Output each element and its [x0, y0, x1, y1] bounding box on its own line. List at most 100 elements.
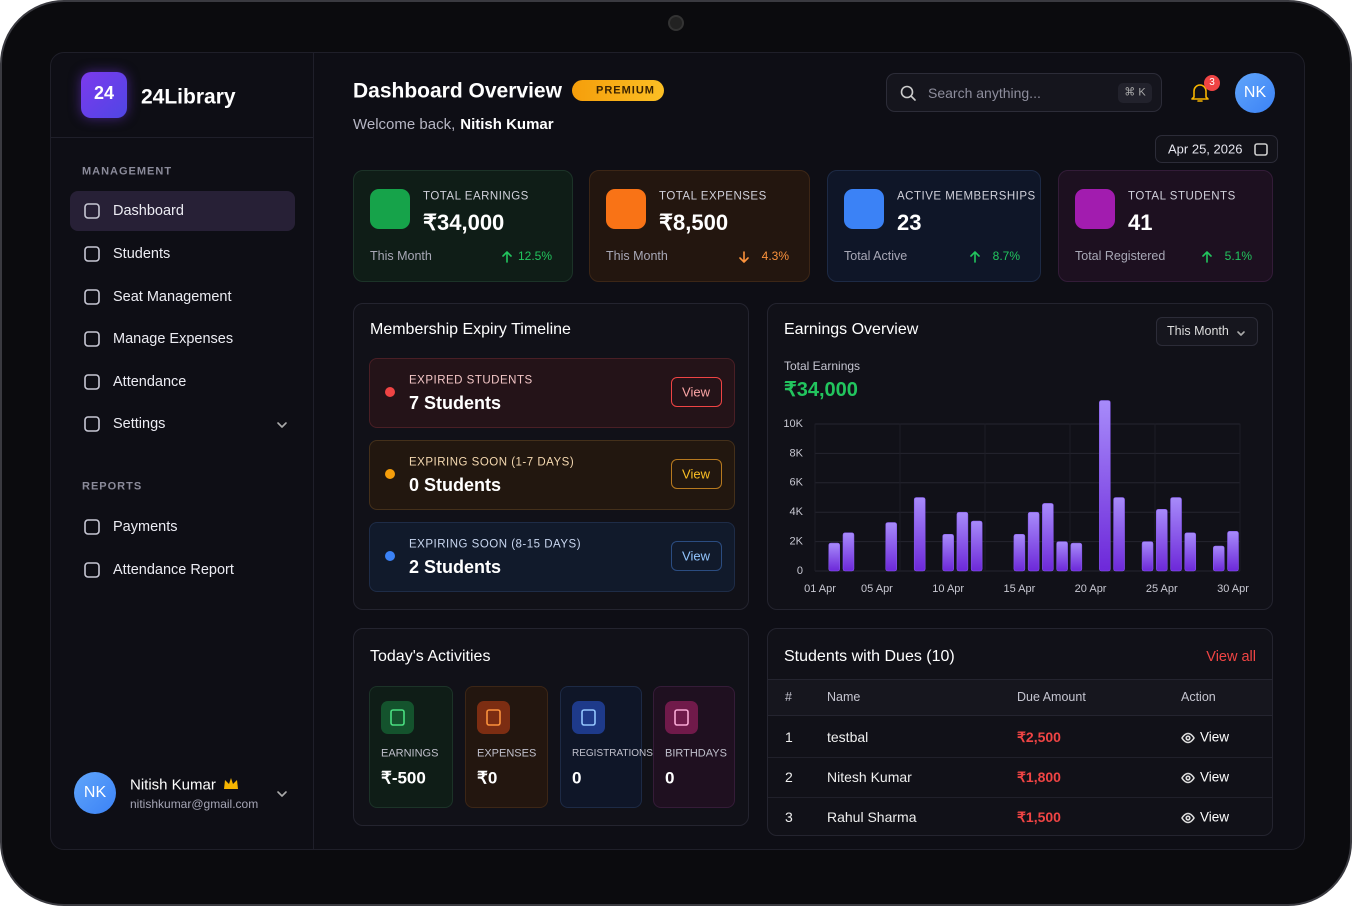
user-avatar [74, 772, 116, 814]
timeline-count: 2 Students [409, 557, 502, 577]
stat-value: 41 [1128, 210, 1153, 235]
stat-arrow [1202, 250, 1212, 263]
header-avatar[interactable] [1235, 73, 1275, 113]
stat-change: 4.3% [761, 249, 789, 263]
timeline-title: Membership Expiry Timeline [370, 321, 571, 338]
column-header: Name [827, 689, 861, 704]
bell [1190, 82, 1210, 104]
date: Apr 25, 2026 [1168, 141, 1243, 157]
stat-arrow [739, 250, 749, 263]
nav-item[interactable]: Settings [113, 415, 166, 432]
row-cell: testbal [827, 729, 869, 745]
view-button-text[interactable]: View [682, 466, 710, 482]
stat-value: ₹8,500 [659, 210, 729, 235]
stat-sub: This Month [370, 248, 432, 263]
eye-icon [1181, 811, 1195, 824]
user-initials: NK [83, 784, 107, 801]
nav-item[interactable]: Manage Expenses [113, 330, 234, 347]
view-all[interactable]: View all [1206, 648, 1256, 665]
nav-active [70, 191, 295, 231]
nav-icon [83, 561, 101, 579]
search[interactable] [886, 73, 1162, 112]
section-title: MANAGEMENT [82, 165, 173, 178]
header-avatar-initials: NK [1243, 84, 1267, 101]
period-chevron [1236, 326, 1246, 336]
row-cell: 2 [785, 769, 793, 785]
stat-arrow [502, 250, 512, 263]
timeline-item [369, 358, 735, 428]
stat-sub: Total Registered [1075, 248, 1166, 263]
status-dot [385, 551, 395, 561]
notif-dot [1204, 75, 1220, 91]
view-button[interactable] [671, 541, 722, 571]
status-dot [385, 387, 395, 397]
activity-value: ₹-500 [381, 768, 426, 788]
welcome-line: Welcome back, Nitish Kumar [353, 114, 653, 134]
stat-label: ACTIVE MEMBERSHIPS [897, 190, 1036, 203]
view-button[interactable] [671, 459, 722, 489]
nav-item[interactable]: Dashboard [113, 202, 184, 219]
timeline-label: EXPIRED STUDENTS [409, 374, 533, 387]
activity-icon [665, 701, 698, 734]
timeline-count: 7 Students [409, 393, 502, 413]
stat-change: 5.1% [1224, 249, 1252, 263]
stat-value: ₹34,000 [423, 210, 505, 235]
nav-icon [83, 202, 101, 220]
activity-label: BIRTHDAYS [665, 747, 727, 760]
nav-icon [83, 288, 101, 306]
stat-sub: Total Active [844, 248, 908, 263]
activity-icon [572, 701, 605, 734]
crown [223, 777, 239, 791]
view-button[interactable] [671, 377, 722, 407]
row-action[interactable]: View [1200, 729, 1230, 745]
column-header: # [785, 689, 792, 704]
total-value: ₹34,000 [784, 379, 858, 401]
due-amount: ₹1,500 [1017, 809, 1061, 825]
shortcut-box [1118, 83, 1152, 103]
welcome-name: Nitish Kumar [460, 115, 554, 133]
date-box[interactable] [1155, 135, 1278, 163]
nav-icon [83, 415, 101, 433]
row-cell: Rahul Sharma [827, 809, 917, 825]
activity-value: 0 [572, 768, 582, 788]
search-placeholder: Search anything... [928, 85, 1041, 101]
nav-icon [83, 373, 101, 391]
view-button-text[interactable]: View [682, 548, 710, 564]
nav-item[interactable]: Attendance Report [113, 561, 234, 578]
row-action[interactable]: View [1200, 769, 1230, 785]
page-title: Dashboard Overview [353, 79, 562, 103]
stat-value: 23 [897, 210, 922, 235]
nav-item[interactable]: Students [113, 245, 171, 262]
due-amount: ₹2,500 [1017, 729, 1061, 745]
calendar [1254, 142, 1268, 156]
sidebar-divider [313, 53, 314, 849]
stat-icon [844, 189, 884, 229]
nav-item[interactable]: Seat Management [113, 288, 232, 305]
nav-icon [83, 330, 101, 348]
nav-item[interactable]: Attendance [113, 373, 187, 390]
row-cell: 1 [785, 729, 793, 745]
period: This Month [1167, 323, 1229, 338]
activity-icon [381, 701, 414, 734]
stat-label: TOTAL STUDENTS [1128, 190, 1236, 203]
timeline-item [369, 440, 735, 510]
timeline-label: EXPIRING SOON (1-7 DAYS) [409, 456, 575, 469]
search-icon [899, 84, 917, 102]
activity-value: 0 [665, 768, 675, 788]
timeline-count: 0 Students [409, 475, 502, 495]
dues-title: Students with Dues (10) [784, 648, 955, 665]
period-dropdown[interactable] [1156, 317, 1258, 346]
activity-icon [477, 701, 510, 734]
activity-value: ₹0 [477, 768, 498, 788]
row-action[interactable]: View [1200, 809, 1230, 825]
row-divider [768, 797, 1272, 798]
earnings-title: Earnings Overview [784, 321, 919, 338]
nav-icon [83, 245, 101, 263]
timeline-label: EXPIRING SOON (8-15 DAYS) [409, 538, 582, 551]
camera [668, 15, 684, 31]
view-button-text[interactable]: View [682, 384, 710, 400]
nav-item[interactable]: Payments [113, 518, 178, 535]
brand: 24Library [141, 85, 236, 109]
row-divider [768, 757, 1272, 758]
